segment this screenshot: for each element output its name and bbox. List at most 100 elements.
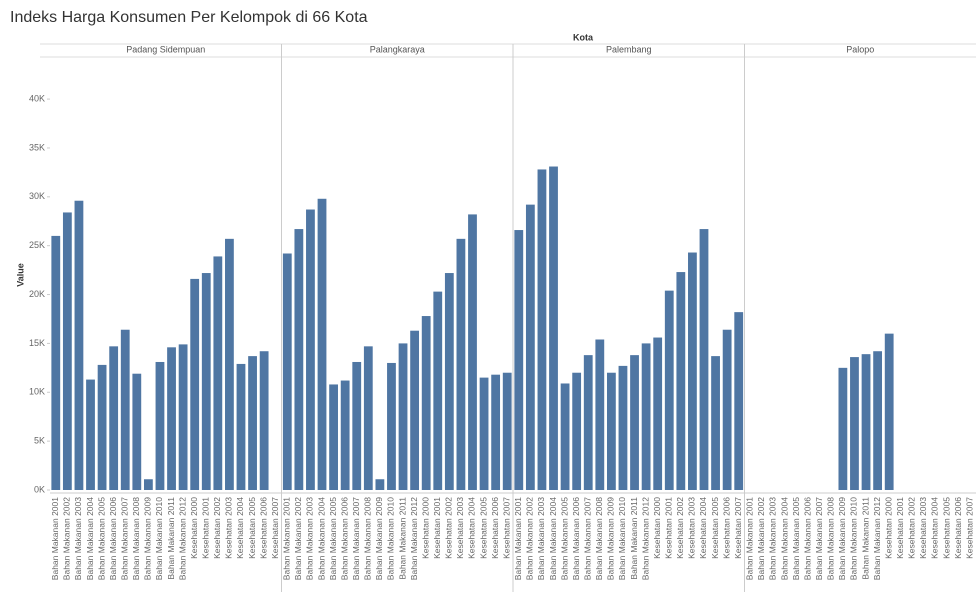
x-tick-label: Kesehatan 2004 [698, 497, 708, 559]
x-tick-label: Bahan Makanan 2005 [96, 497, 106, 580]
x-tick-label: Bahan Makanan 2005 [791, 497, 801, 580]
x-tick-label: Bahan Makanan 2002 [525, 497, 535, 580]
bar [167, 347, 176, 490]
x-tick-label: Bahan Makanan 2002 [756, 497, 766, 580]
x-tick-label: Bahan Makanan 2007 [582, 497, 592, 580]
bar [560, 383, 570, 490]
x-tick-label: Kesehatan 2001 [895, 497, 905, 559]
x-tick-label: Bahan Makanan 2009 [837, 497, 847, 580]
x-tick-label: Kesehatan 2002 [675, 497, 685, 559]
x-tick-label: Bahan Makanan 2001 [513, 497, 523, 580]
x-tick-label: Kesehatan 2002 [212, 497, 222, 559]
bar [143, 479, 153, 490]
bar [884, 333, 894, 490]
x-tick-label: Bahan Makanan 2010 [849, 497, 859, 580]
y-tick-label: 10K [29, 387, 45, 397]
bar [572, 372, 582, 490]
x-tick-label: Bahan Makanan 2012 [872, 497, 882, 580]
x-tick-label: Bahan Makanan 2001 [282, 497, 292, 580]
bar [51, 235, 61, 490]
x-tick-label: Kesehatan 2007 [964, 497, 974, 559]
x-tick-label: Kesehatan 2007 [270, 497, 280, 559]
y-axis-label: Value [15, 263, 25, 287]
bar [549, 166, 558, 491]
bar [699, 229, 709, 490]
x-tick-label: Bahan Makanan 2011 [629, 497, 639, 580]
bar [595, 339, 605, 490]
x-tick-label: Bahan Makanan 2008 [594, 497, 604, 580]
bar [433, 291, 443, 490]
bar [838, 367, 848, 490]
bar [294, 229, 304, 490]
x-tick-label: Bahan Makanan 2004 [316, 497, 326, 580]
bar [259, 351, 269, 490]
bar [502, 372, 512, 490]
bar [155, 361, 165, 490]
x-tick-label: Kesehatan 2002 [907, 497, 917, 559]
x-tick-label: Kesehatan 2003 [455, 497, 465, 559]
bar [734, 312, 744, 490]
bar [352, 361, 362, 490]
bar [525, 204, 535, 491]
x-tick-label: Bahan Makanan 2011 [397, 497, 407, 580]
bar [225, 238, 234, 490]
y-tick-label: 5K [34, 436, 45, 446]
bar [514, 230, 524, 490]
x-tick-label: Kesehatan 2005 [710, 497, 720, 559]
x-tick-label: Bahan Makanan 2002 [62, 497, 72, 580]
x-tick-label: Bahan Makanan 2010 [154, 497, 164, 580]
y-tick-label: 25K [29, 240, 45, 250]
x-tick-label: Bahan Makanan 2012 [177, 497, 187, 580]
x-tick-label: Kesehatan 2004 [930, 497, 940, 559]
bar [630, 355, 639, 490]
bar [178, 344, 188, 490]
bar [861, 354, 871, 490]
x-tick-label: Bahan Makanan 2006 [339, 497, 349, 580]
bar [537, 169, 547, 491]
x-tick-label: Bahan Makanan 2009 [606, 497, 616, 580]
x-tick-label: Kesehatan 2000 [883, 497, 893, 559]
x-tick-label: Kesehatan 2003 [224, 497, 234, 559]
x-tick-label: Bahan Makanan 2003 [73, 497, 83, 580]
facet-label: Padang Sidempuan [126, 44, 205, 54]
y-tick-label: 15K [29, 338, 45, 348]
x-tick-label: Bahan Makanan 2004 [779, 497, 789, 580]
bar [479, 377, 489, 490]
bar [132, 373, 142, 490]
x-tick-label: Bahan Makanan 2008 [826, 497, 836, 580]
bar [340, 380, 350, 490]
bar [97, 364, 107, 490]
x-tick-label: Bahan Makanan 2007 [119, 497, 129, 580]
x-tick-label: Kesehatan 2001 [201, 497, 211, 559]
x-tick-label: Kesehatan 2004 [235, 497, 245, 559]
x-tick-label: Bahan Makanan 2003 [768, 497, 778, 580]
bar [664, 290, 674, 490]
facet-label: Palangkaraya [370, 44, 425, 54]
bar [468, 214, 477, 490]
x-tick-label: Bahan Makanan 2002 [293, 497, 303, 580]
x-tick-label: Kesehatan 2000 [189, 497, 199, 559]
x-tick-label: Kesehatan 2002 [444, 497, 454, 559]
bar [722, 329, 732, 490]
x-tick-label: Bahan Makanan 2004 [548, 497, 558, 580]
x-tick-label: Kesehatan 2005 [478, 497, 488, 559]
x-tick-label: Kesehatan 2000 [652, 497, 662, 559]
y-tick-label: 0K [34, 484, 45, 494]
bar [86, 379, 95, 490]
column-header: Kota [573, 32, 594, 42]
bar [618, 365, 628, 490]
x-tick-label: Bahan Makanan 2003 [305, 497, 315, 580]
x-tick-label: Bahan Makanan 2010 [386, 497, 396, 580]
x-tick-label: Bahan Makanan 2006 [108, 497, 118, 580]
bar [120, 329, 130, 490]
x-tick-label: Kesehatan 2007 [733, 497, 743, 559]
x-tick-label: Bahan Makanan 2006 [571, 497, 581, 580]
bar [375, 479, 385, 490]
bar [653, 337, 663, 490]
x-tick-label: Bahan Makanan 2011 [860, 497, 870, 580]
x-tick-label: Bahan Makanan 2003 [536, 497, 546, 580]
x-tick-label: Kesehatan 2006 [490, 497, 500, 559]
bar [248, 356, 257, 490]
x-tick-label: Bahan Makanan 2009 [143, 497, 153, 580]
x-tick-label: Bahan Makanan 2005 [328, 497, 338, 580]
